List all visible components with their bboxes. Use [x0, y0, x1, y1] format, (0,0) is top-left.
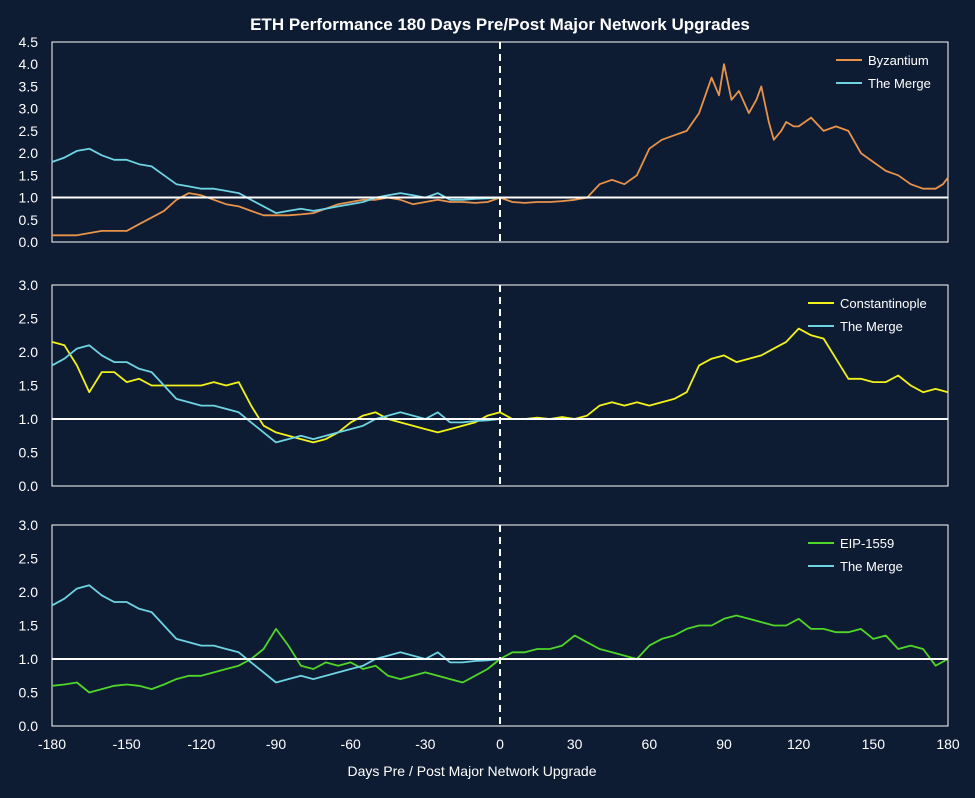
x-axis-ticks: -180 -150 -120 -90 -60 -30 0 30 60 90 120 150 180: [38, 736, 960, 752]
y-tick-label: 3.0: [19, 101, 39, 117]
x-tick-label: -150: [113, 736, 141, 752]
y-tick-label: 1.5: [19, 167, 39, 183]
y-tick-label: 1.0: [19, 411, 39, 427]
chart-title: ETH Performance 180 Days Pre/Post Major …: [250, 15, 750, 34]
x-axis-label: Days Pre / Post Major Network Upgrade: [348, 763, 597, 779]
y-tick-label: 4.5: [19, 34, 39, 50]
x-tick-label: 30: [567, 736, 583, 752]
series-line-constantinople: [51, 327, 949, 444]
legend-label: The Merge: [840, 319, 903, 334]
x-tick-label: 0: [496, 736, 504, 752]
x-tick-label: 120: [787, 736, 811, 752]
legend-label: The Merge: [840, 559, 903, 574]
y-tick-label: 0.0: [19, 478, 39, 494]
y-tick-label: 3.0: [19, 277, 39, 293]
y-tick-label: 0.5: [19, 685, 39, 701]
y-tick-label: 4.0: [19, 56, 39, 72]
y-tick-label: 2.0: [19, 584, 39, 600]
series-line-the-merge: [51, 584, 501, 684]
x-tick-label: -90: [266, 736, 286, 752]
y-tick-label: 3.5: [19, 78, 39, 94]
x-tick-label: 180: [936, 736, 960, 752]
legend-label: Constantinople: [840, 296, 927, 311]
y-tick-label: 2.5: [19, 123, 39, 139]
y-tick-label: 2.5: [19, 311, 39, 327]
y-tick-label: 2.0: [19, 145, 39, 161]
panel-1: 0.0 0.5 1.0 1.5 2.0 2.5 3.0 3.5 4.0 4.5 Byzantium T…: [19, 34, 949, 250]
x-tick-label: -120: [187, 736, 215, 752]
y-tick-label: 1.0: [19, 651, 39, 667]
x-tick-label: 90: [716, 736, 732, 752]
y-tick-label: 1.0: [19, 190, 39, 206]
panel-2: 0.0 0.5 1.0 1.5 2.0 2.5 3.0 Constantinople The M…: [19, 277, 949, 494]
x-tick-label: -30: [415, 736, 435, 752]
y-tick-label: 2.5: [19, 551, 39, 567]
y-tick-label: 0.5: [19, 445, 39, 461]
legend-label: EIP-1559: [840, 536, 894, 551]
y-tick-label: 0.0: [19, 718, 39, 734]
series-line-byzantium: [52, 63, 949, 237]
y-tick-label: 2.0: [19, 344, 39, 360]
legend-label: The Merge: [868, 76, 931, 91]
y-tick-label: 1.5: [19, 618, 39, 634]
y-tick-label: 1.5: [19, 378, 39, 394]
y-tick-label: 3.0: [19, 517, 39, 533]
x-tick-label: 60: [642, 736, 658, 752]
series-line-the-merge: [51, 344, 501, 444]
legend-label: Byzantium: [868, 53, 929, 68]
panels: 0.0 0.5 1.0 1.5 2.0 2.5 3.0 3.5 4.0 4.5 Byzantium T…: [19, 34, 949, 734]
y-tick-label: 0.5: [19, 212, 39, 228]
x-tick-label: -60: [341, 736, 361, 752]
x-tick-label: 150: [862, 736, 886, 752]
x-tick-label: -180: [38, 736, 66, 752]
series-line-the-merge: [51, 147, 501, 215]
panel-3: 0.0 0.5 1.0 1.5 2.0 2.5 3.0 EIP-1559 The Merge: [19, 517, 949, 734]
y-tick-label: 0.0: [19, 234, 39, 250]
